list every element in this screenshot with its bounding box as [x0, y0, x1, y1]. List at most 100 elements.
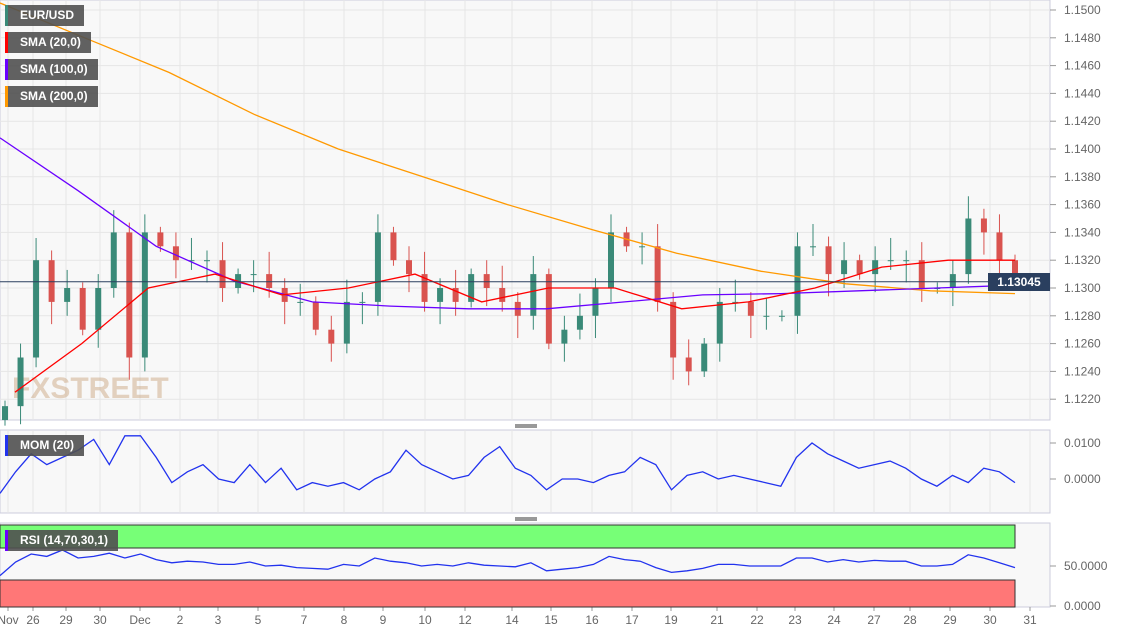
- y-tick-label: 1.1400: [1064, 142, 1101, 156]
- candle-body: [33, 260, 40, 358]
- candle-body: [328, 329, 335, 344]
- candle-body: [17, 357, 24, 407]
- candle-body: [204, 260, 210, 262]
- candle-body: [825, 246, 832, 275]
- candle-body: [110, 232, 117, 288]
- current-price-badge: 1.13045: [988, 272, 1050, 291]
- candle-body: [685, 357, 692, 372]
- candle-body: [79, 288, 86, 330]
- candle-body: [219, 260, 226, 288]
- candle-body: [343, 301, 350, 344]
- x-tick-label: 29: [943, 613, 957, 627]
- y-tick-label: 1.1360: [1064, 198, 1101, 212]
- candle-body: [965, 218, 972, 275]
- candle-body: [608, 232, 614, 288]
- x-tick-label: 29: [59, 613, 73, 627]
- y-tick-label: 1.1380: [1064, 170, 1101, 184]
- candle-body: [841, 260, 848, 275]
- overbought-zone: [0, 524, 1016, 549]
- candle-body: [778, 315, 785, 317]
- candle-body: [763, 315, 770, 317]
- candle-body: [374, 232, 381, 302]
- candle-body: [406, 260, 412, 275]
- x-tick-label: 15: [544, 613, 558, 627]
- candle-body: [639, 246, 646, 248]
- candle-body: [918, 260, 925, 288]
- candle-body: [887, 260, 894, 262]
- candle-body: [297, 301, 304, 303]
- y-tick-label: 1.1340: [1064, 225, 1101, 239]
- candle-body: [64, 288, 71, 302]
- y-tick-label: 1.1440: [1064, 86, 1101, 100]
- candle-body: [452, 288, 459, 302]
- candle-body: [903, 260, 910, 262]
- candle-body: [670, 301, 677, 358]
- oversold-zone: [0, 579, 1016, 608]
- x-tick-label: 27: [867, 613, 881, 627]
- candle-body: [266, 274, 273, 288]
- legend-mom: MOM (20): [5, 435, 84, 456]
- x-tick-label: 8: [341, 613, 348, 627]
- panel-resize-handle: [515, 424, 537, 428]
- y-tick-label: 1.1240: [1064, 364, 1101, 378]
- x-tick-label: 17: [625, 613, 639, 627]
- legend-sma100: SMA (100,0): [5, 59, 98, 80]
- candle-body: [1012, 260, 1018, 282]
- x-tick-label: 5: [255, 613, 262, 627]
- x-tick-label: 31: [1023, 613, 1037, 627]
- y-tick-label: 1.1320: [1064, 253, 1101, 267]
- candle-body: [126, 232, 133, 358]
- candle-body: [390, 232, 397, 261]
- candle-body: [468, 274, 475, 302]
- x-tick-label: 12: [458, 613, 472, 627]
- candle-body: [949, 274, 956, 288]
- legend-symbol-label: EUR/USD: [20, 8, 75, 22]
- legend-sma200-label: SMA (200,0): [20, 89, 88, 103]
- rsi-line: [0, 549, 1016, 577]
- x-tick-label: 14: [505, 613, 519, 627]
- candle-body: [996, 232, 1003, 261]
- candle-body: [701, 343, 708, 372]
- x-tick-label: 16: [585, 613, 599, 627]
- candle-body: [483, 274, 490, 288]
- candle-body: [561, 329, 568, 344]
- x-tick-label: 19: [664, 613, 678, 627]
- y-tick-label: 1.1300: [1064, 281, 1101, 295]
- candle-body: [576, 315, 583, 330]
- candle-body: [654, 246, 661, 302]
- mom-line: [0, 435, 1016, 494]
- x-tick-label: 30: [93, 613, 107, 627]
- candle-body: [188, 260, 195, 262]
- sma100-line: [0, 137, 1016, 310]
- y-tick-label: 1.1460: [1064, 59, 1101, 73]
- y-tick-label: 0.0000: [1064, 599, 1101, 613]
- y-tick-label: 1.1260: [1064, 337, 1101, 351]
- candle-body: [856, 260, 863, 275]
- legend-rsi-label: RSI (14,70,30,1): [20, 533, 109, 547]
- x-tick-label: 24: [827, 613, 841, 627]
- candle-body: [732, 301, 739, 303]
- y-tick-label: 0.0000: [1064, 472, 1101, 486]
- legend-mom-label: MOM (20): [20, 438, 74, 452]
- x-tick-label: 23: [788, 613, 802, 627]
- candle-body: [172, 246, 179, 261]
- watermark: FXSTREET: [12, 372, 169, 405]
- candle-body: [794, 246, 801, 316]
- x-tick-label: Nov: [0, 613, 19, 627]
- candle-body: [530, 274, 537, 316]
- legend-sma20: SMA (20,0): [5, 32, 91, 53]
- mom-panel: [0, 429, 1051, 514]
- x-tick-label: 7: [301, 613, 308, 627]
- candle-body: [716, 301, 723, 344]
- candle-body: [872, 260, 879, 275]
- y-tick-label: 50.0000: [1064, 559, 1108, 573]
- candle-body: [421, 274, 428, 302]
- x-tick-label: 30: [983, 613, 997, 627]
- y-tick-label: 1.1420: [1064, 114, 1101, 128]
- y-tick-label: 1.1220: [1064, 392, 1101, 406]
- x-tick-label: 10: [418, 613, 432, 627]
- legend-sma200: SMA (200,0): [5, 86, 98, 107]
- candle-body: [250, 274, 257, 276]
- legend-symbol: EUR/USD: [5, 5, 85, 26]
